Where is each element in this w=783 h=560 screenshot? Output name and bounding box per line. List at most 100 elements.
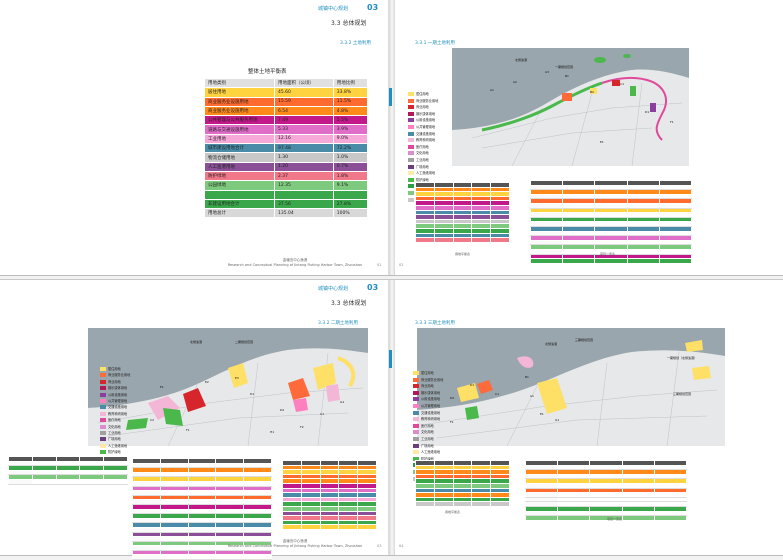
table-row: 公共管理与公共服务用地 7.49 5.5% <box>204 115 369 126</box>
legend-label: 人工渔港用地 <box>421 450 441 455</box>
table-cell: 45.60 <box>274 87 334 98</box>
table-row <box>415 237 510 243</box>
phase1-project-table <box>529 180 693 264</box>
map-label: E1 <box>160 385 164 389</box>
legend-label: 交通设施用地 <box>108 405 128 410</box>
table-cell <box>433 237 454 243</box>
legend-swatch <box>408 144 414 149</box>
table-row <box>132 513 272 519</box>
legend-swatch <box>408 184 414 189</box>
legend-label: 工业用地 <box>416 157 429 162</box>
table-cell <box>594 258 628 264</box>
legend-item: 公共管理用地 <box>408 124 438 131</box>
legend-item: 防护绿地 <box>408 177 438 184</box>
legend-label: 人工渔港用地 <box>108 443 128 448</box>
table-row <box>132 545 272 551</box>
table-cell: 135.04 <box>274 208 334 219</box>
legend-swatch <box>413 397 419 402</box>
legend-item: 公共管理用地 <box>100 398 130 404</box>
legend-item: 医疗用地 <box>413 423 443 430</box>
table-row <box>524 515 688 521</box>
map-label: A3 <box>545 70 549 74</box>
legend-swatch <box>408 157 414 162</box>
table-cell: 15.59 <box>274 96 334 107</box>
table-cell <box>31 479 57 485</box>
table-row <box>282 460 377 466</box>
legend-swatch <box>408 190 414 195</box>
map-label: D1 <box>470 383 475 387</box>
table-cell: 公共管理与公共服务用地 <box>204 115 275 126</box>
legend-item: 公用设施用地 <box>100 392 130 398</box>
table-cell: 12.35 <box>274 180 334 191</box>
table-cell <box>338 524 359 530</box>
legend-item: 教育科研用地 <box>408 137 438 144</box>
legend-item: 公共管理用地 <box>413 403 443 410</box>
table-cell: 5.33 <box>274 124 334 135</box>
table-cell <box>471 237 492 243</box>
phase1-map <box>452 48 689 166</box>
footer-title: 金塘岛中心渔港 <box>282 539 308 543</box>
page-number: 02 <box>399 263 404 267</box>
table-row <box>132 462 272 469</box>
table-row <box>415 473 510 480</box>
map-label: 北侧渔港 <box>515 58 528 62</box>
caption-right: 项目一览表 <box>600 252 616 256</box>
caption-left: 用地平衡表 <box>445 510 461 514</box>
legend-swatch <box>100 411 106 416</box>
table-cell: 2.37 <box>274 170 334 182</box>
legend-label: 居住用地 <box>108 367 121 371</box>
table-row <box>8 456 128 462</box>
legend-item: 商业服务业用地 <box>100 372 130 378</box>
table-cell: 非建设用地合计 <box>204 198 275 210</box>
legend-swatch <box>100 392 106 397</box>
map-label: C1 <box>320 412 325 416</box>
table-row: 用地总计 135.04 100% <box>204 208 369 219</box>
legend-item: 人工渔港用地 <box>413 449 443 456</box>
map-label: E1 <box>600 140 604 144</box>
table-row: 居住用地 45.60 33.8% <box>204 87 369 98</box>
legend-swatch <box>100 443 106 448</box>
legend-swatch <box>408 92 414 96</box>
table-row <box>132 494 272 501</box>
legend-label: 防护绿地 <box>421 456 434 461</box>
legend-label: 文化用地 <box>421 430 434 435</box>
table-cell: 用地类别 <box>204 77 275 89</box>
legend-swatch <box>413 371 419 375</box>
table-cell: 商业服务业设施用地 <box>204 105 275 117</box>
table-row <box>529 258 693 264</box>
map-title: 3.3.2 二期土地利用 <box>318 321 358 326</box>
legend-item: 教育科研用地 <box>100 411 130 417</box>
legend-swatch <box>100 450 106 455</box>
map-label: D1 <box>645 110 650 114</box>
page-bottom-left: 城镇中心规划 03 3.3 总体规划 3.3.2 二期土地利用 <box>0 280 389 560</box>
legend-item: 工业用地 <box>408 157 438 164</box>
table-cell <box>300 524 321 530</box>
legend-label: 娱乐康体用地 <box>108 386 128 391</box>
legend-swatch <box>100 431 106 436</box>
map-label: F1 <box>670 120 674 124</box>
table-cell <box>452 501 473 507</box>
table-row: 物流仓储用地 1.30 1.0% <box>204 152 369 163</box>
legend-item: 商业用地 <box>413 383 443 390</box>
table-cell: 100% <box>332 208 369 219</box>
table-cell <box>204 189 275 200</box>
caption-right: 项目一览表 <box>607 517 623 521</box>
table-cell <box>471 501 492 507</box>
table-row: 非建设用地合计 37.56 27.8% <box>204 198 369 210</box>
table-cell <box>452 237 473 243</box>
table-cell: 用地总计 <box>204 208 275 219</box>
table-row: 工业用地 12.16 9.0% <box>204 133 369 145</box>
table-cell: 城市建设用地合计 <box>204 143 275 154</box>
legend-swatch <box>408 138 414 143</box>
page-number: 01 <box>377 263 382 267</box>
map-label: 三期规划范围 <box>575 338 594 342</box>
legend-label: 商业用地 <box>421 384 434 389</box>
table-cell: 1.0% <box>332 152 369 163</box>
legend-label: 广场用地 <box>108 437 121 442</box>
legend-item: 医疗用地 <box>408 144 438 151</box>
table-cell <box>8 479 33 485</box>
table-cell: 防护绿地 <box>204 170 275 182</box>
legend-label: 公用设施用地 <box>416 118 436 123</box>
legend-label: 医疗用地 <box>108 418 121 423</box>
map-label: B1 <box>565 74 569 78</box>
